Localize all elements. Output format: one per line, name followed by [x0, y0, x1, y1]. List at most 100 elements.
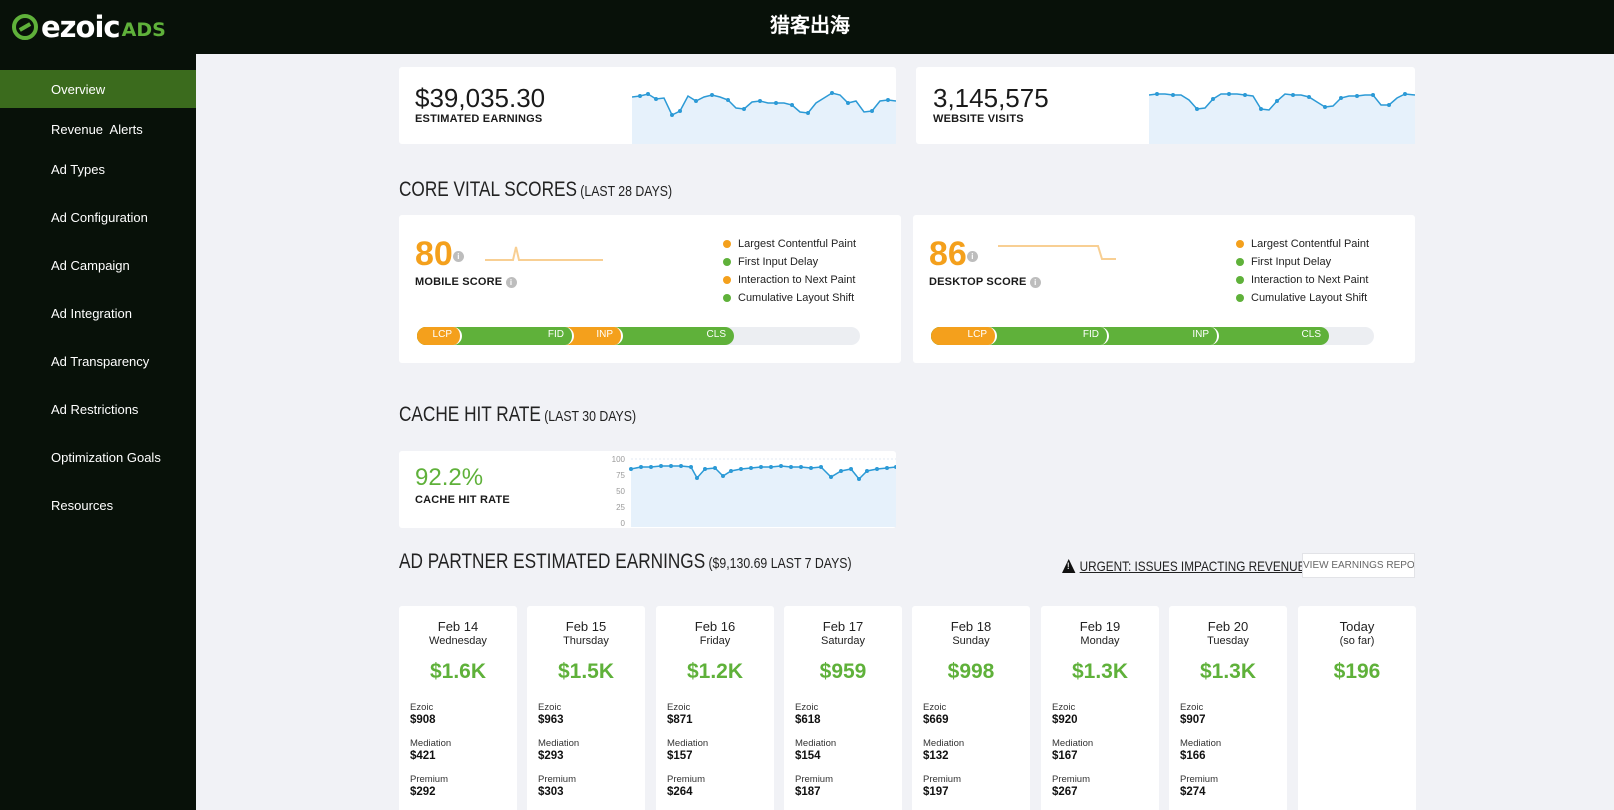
mobile-vitals-card[interactable]: 80 i MOBILE SCORE i Largest Contentful Pa… — [399, 215, 901, 363]
legend-dot — [1236, 276, 1244, 284]
sidebar: Overview Revenue Alerts Ad Types Ad Conf… — [0, 54, 196, 810]
ad-partner-heading: AD PARTNER ESTIMATED EARNINGS — [399, 550, 706, 573]
sidebar-item-ad-types[interactable]: Ad Types — [0, 150, 196, 188]
cache-card[interactable]: 92.2% CACHE HIT RATE 100 75 50 25 0 — [399, 451, 896, 528]
day-card[interactable]: Feb 17 Saturday $959 Ezoic $618 Mediatio… — [784, 606, 902, 810]
mobile-score-value: 80 i — [415, 235, 464, 274]
sidebar-item-label: Resources — [51, 497, 114, 513]
ezoic-label: Ezoic — [410, 702, 434, 713]
premium-label: Premium — [795, 774, 834, 785]
earnings-sparkline — [632, 91, 896, 144]
day-card[interactable]: Feb 20 Tuesday $1.3K Ezoic $907 Mediatio… — [1169, 606, 1287, 810]
day-date: Today — [1339, 619, 1375, 634]
sidebar-item-ad-configuration[interactable]: Ad Configuration — [0, 198, 196, 236]
sidebar-item-revenue-alerts[interactable]: Revenue Alerts — [0, 110, 196, 148]
y-tick: 75 — [616, 471, 625, 480]
premium-label: Premium — [1180, 774, 1219, 785]
y-tick: 100 — [612, 455, 626, 464]
legend-dot — [723, 258, 731, 266]
info-icon[interactable]: i — [505, 276, 517, 288]
ezoic-logo[interactable]: ezoic ADS — [12, 10, 166, 44]
legend-dot — [1236, 258, 1244, 266]
day-total: $998 — [947, 660, 995, 683]
cache-value: 92.2% — [415, 464, 484, 491]
day-total: $959 — [819, 660, 867, 683]
segment-lcp[interactable]: LCP — [931, 327, 997, 345]
ezoic-logo-mark-icon — [12, 14, 38, 40]
ezoic-label: Ezoic — [1052, 702, 1076, 713]
earnings-card[interactable]: $39,035.30 ESTIMATED EARNINGS — [399, 67, 896, 144]
legend-label: First Input Delay — [1251, 256, 1332, 268]
mobile-score-trend — [485, 246, 603, 261]
info-icon[interactable]: i — [966, 250, 978, 262]
premium-value: $267 — [1052, 786, 1078, 798]
mediation-value: $167 — [1052, 750, 1078, 762]
legend-dot — [1236, 294, 1244, 302]
desktop-score-trend — [998, 245, 1116, 260]
day-total: $1.2K — [686, 660, 744, 683]
ezoic-label: Ezoic — [1180, 702, 1204, 713]
sidebar-item-ad-restrictions[interactable]: Ad Restrictions — [0, 390, 196, 428]
view-earnings-report-button[interactable]: VIEW EARNINGS REPORT — [1302, 553, 1415, 578]
info-icon[interactable]: i — [1029, 276, 1041, 288]
y-tick: 50 — [616, 487, 625, 496]
sidebar-item-ad-integration[interactable]: Ad Integration — [0, 294, 196, 332]
day-card[interactable]: Feb 19 Monday $1.3K Ezoic $920 Mediation… — [1041, 606, 1159, 810]
ezoic-value: $920 — [1052, 714, 1078, 726]
info-icon[interactable]: i — [452, 250, 464, 262]
ezoic-value: $669 — [923, 714, 949, 726]
mobile-score-label-text: MOBILE SCORE — [415, 276, 503, 288]
urgent-issues-text: URGENT: ISSUES IMPACTING REVENUE (11) — [1079, 558, 1329, 574]
mediation-label: Mediation — [538, 738, 580, 749]
day-total: $1.3K — [1071, 660, 1129, 683]
logo-word: ezoic — [41, 10, 121, 44]
warning-icon — [1062, 559, 1076, 573]
sidebar-item-ad-campaign[interactable]: Ad Campaign — [0, 246, 196, 284]
legend-dot — [1236, 240, 1244, 248]
ezoic-value: $871 — [667, 714, 693, 726]
mediation-label: Mediation — [410, 738, 452, 749]
premium-value: $187 — [795, 786, 821, 798]
ezoic-value: $963 — [538, 714, 564, 726]
sidebar-item-label: Ad Types — [51, 161, 105, 177]
legend-label: Interaction to Next Paint — [1251, 274, 1369, 286]
sidebar-item-ad-transparency[interactable]: Ad Transparency — [0, 342, 196, 380]
visits-card[interactable]: 3,145,575 WEBSITE VISITS — [916, 67, 1415, 144]
sidebar-item-overview[interactable]: Overview — [0, 70, 196, 108]
segment-lcp[interactable]: LCP — [417, 327, 462, 345]
day-total: $1.6K — [429, 660, 487, 683]
sidebar-item-label: Overview — [51, 81, 106, 97]
premium-value: $264 — [667, 786, 693, 798]
ezoic-value: $618 — [795, 714, 821, 726]
sidebar-item-optimization-goals[interactable]: Optimization Goals — [0, 438, 196, 476]
sidebar-item-resources[interactable]: Resources — [0, 486, 196, 524]
legend-dot — [723, 294, 731, 302]
day-date: Feb 16 — [694, 619, 736, 634]
mobile-score-label: MOBILE SCORE i — [415, 276, 517, 288]
ad-partner-subtitle: ($9,130.69 LAST 7 DAYS) — [708, 555, 852, 572]
day-weekday: Wednesday — [429, 635, 487, 647]
sidebar-item-label: Ad Configuration — [51, 209, 148, 225]
earnings-value: $39,035.30 — [415, 83, 546, 113]
premium-value: $292 — [410, 786, 436, 798]
core-vitals-title: CORE VITAL SCORES (LAST 28 DAYS) — [399, 178, 672, 202]
desktop-vitals-bar: CLS INP FID LCP — [931, 327, 1374, 345]
legend-label: First Input Delay — [738, 256, 819, 268]
day-card[interactable]: Feb 16 Friday $1.2K Ezoic $871 Mediation… — [656, 606, 774, 810]
day-card-today[interactable]: Today (so far) $196 — [1298, 606, 1416, 810]
desktop-score-number: 86 — [929, 235, 967, 273]
urgent-issues-link[interactable]: URGENT: ISSUES IMPACTING REVENUE (11) — [1062, 558, 1329, 574]
legend-label: Largest Contentful Paint — [1251, 238, 1370, 250]
sidebar-item-label: Optimization Goals — [51, 449, 161, 465]
desktop-vitals-card[interactable]: 86 i DESKTOP SCORE i Largest Contentful P… — [913, 215, 1415, 363]
mediation-label: Mediation — [667, 738, 709, 749]
sidebar-item-label: Ad Restrictions — [51, 401, 139, 417]
day-total: $1.3K — [1199, 660, 1257, 683]
day-card[interactable]: Feb 14 Wednesday $1.6K Ezoic $908 Mediat… — [399, 606, 517, 810]
sidebar-item-label: Ad Campaign — [51, 257, 130, 273]
ezoic-value: $907 — [1180, 714, 1206, 726]
day-card[interactable]: Feb 15 Thursday $1.5K Ezoic $963 Mediati… — [527, 606, 645, 810]
day-card[interactable]: Feb 18 Sunday $998 Ezoic $669 Mediation … — [912, 606, 1030, 810]
desktop-score-value: 86 i — [929, 235, 978, 274]
premium-label: Premium — [923, 774, 962, 785]
